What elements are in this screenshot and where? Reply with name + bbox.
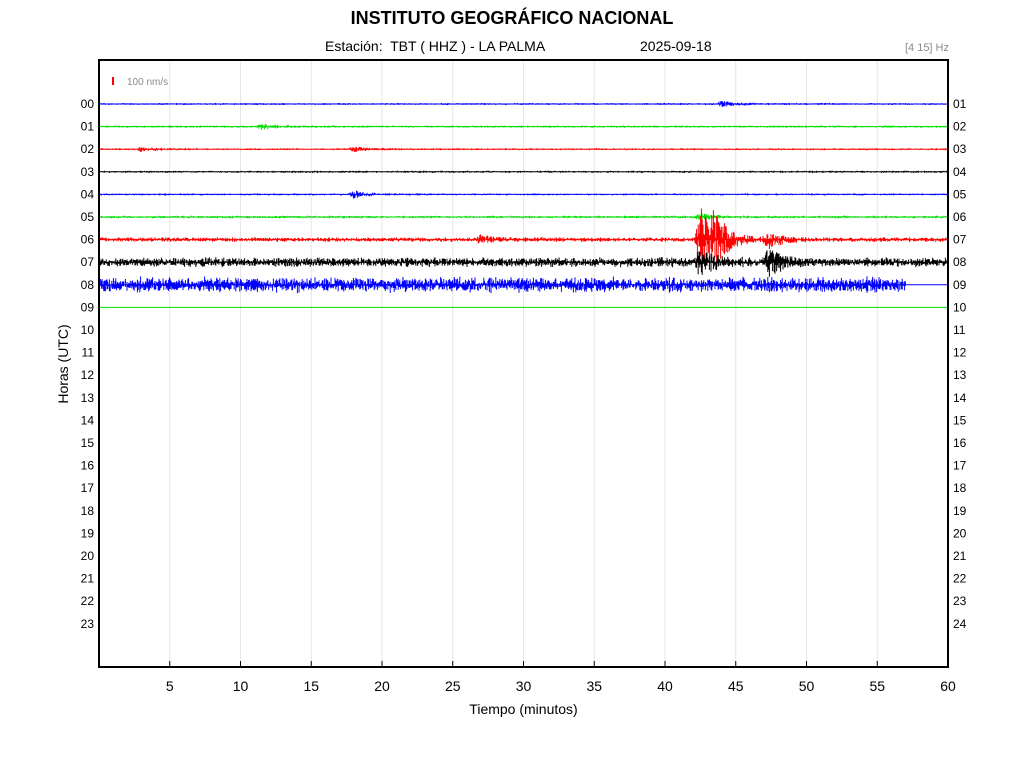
left-hour-label: 04 bbox=[81, 187, 95, 201]
left-hour-label: 07 bbox=[81, 255, 95, 269]
y-axis-label: Horas (UTC) bbox=[55, 324, 71, 403]
left-hour-label: 15 bbox=[81, 436, 95, 450]
right-hour-label: 01 bbox=[953, 97, 967, 111]
x-tick-label: 30 bbox=[516, 678, 532, 694]
left-hour-label: 17 bbox=[81, 481, 95, 495]
right-hour-label: 18 bbox=[953, 481, 967, 495]
station-label: Estación: TBT ( HHZ ) - LA PALMA bbox=[325, 38, 546, 54]
right-hour-label: 09 bbox=[953, 278, 967, 292]
left-hour-label: 00 bbox=[81, 97, 95, 111]
x-tick-label: 20 bbox=[374, 678, 390, 694]
frequency-band-label: [4 15] Hz bbox=[904, 42, 949, 54]
right-hour-label: 06 bbox=[953, 210, 967, 224]
trace-hour-08 bbox=[98, 276, 906, 294]
right-hour-label: 20 bbox=[953, 526, 967, 540]
right-hour-label: 10 bbox=[953, 300, 967, 314]
left-hour-label: 13 bbox=[81, 391, 95, 405]
right-hour-label: 24 bbox=[953, 617, 967, 631]
x-tick-label: 25 bbox=[445, 678, 461, 694]
x-tick-label: 60 bbox=[940, 678, 956, 694]
right-hour-label: 22 bbox=[953, 572, 967, 586]
x-tick-label: 5 bbox=[166, 678, 174, 694]
right-hour-label: 05 bbox=[953, 187, 967, 201]
right-hour-label: 17 bbox=[953, 459, 967, 473]
right-hour-label: 21 bbox=[953, 549, 967, 563]
right-hour-label: 08 bbox=[953, 255, 967, 269]
right-hour-label: 14 bbox=[953, 391, 967, 405]
scale-bar: 100 nm/s bbox=[112, 77, 168, 88]
left-hour-label: 12 bbox=[81, 368, 95, 382]
right-hour-label: 03 bbox=[953, 142, 967, 156]
right-hour-label: 15 bbox=[953, 413, 967, 427]
right-hour-label: 04 bbox=[953, 165, 967, 179]
left-hour-label: 18 bbox=[81, 504, 95, 518]
right-hour-label: 07 bbox=[953, 233, 967, 247]
scale-bar-label: 100 nm/s bbox=[127, 77, 168, 88]
right-hour-label: 02 bbox=[953, 120, 967, 134]
left-hour-label: 19 bbox=[81, 526, 95, 540]
left-hour-label: 16 bbox=[81, 459, 95, 473]
left-hour-label: 11 bbox=[82, 346, 95, 360]
left-hour-label: 10 bbox=[81, 323, 95, 337]
x-tick-label: 15 bbox=[303, 678, 319, 694]
x-tick-label: 35 bbox=[586, 678, 602, 694]
date-label: 2025-09-18 bbox=[640, 38, 712, 54]
left-hour-label: 20 bbox=[81, 549, 95, 563]
left-hour-label: 14 bbox=[81, 413, 95, 427]
right-hour-label: 11 bbox=[953, 323, 966, 337]
left-hour-label: 23 bbox=[81, 617, 95, 631]
grid-lines bbox=[169, 60, 878, 667]
x-tick-label: 40 bbox=[657, 678, 673, 694]
right-hour-label: 23 bbox=[953, 594, 967, 608]
right-hour-label: 16 bbox=[953, 436, 967, 450]
left-hour-label: 09 bbox=[81, 300, 95, 314]
x-axis-label: Tiempo (minutos) bbox=[469, 701, 577, 717]
left-hour-label: 03 bbox=[81, 165, 95, 179]
x-tick-label: 50 bbox=[799, 678, 815, 694]
x-tick-label: 10 bbox=[233, 678, 249, 694]
x-tick-label: 45 bbox=[728, 678, 744, 694]
left-hour-label: 21 bbox=[81, 572, 95, 586]
right-hour-label: 12 bbox=[953, 346, 967, 360]
left-hour-label: 06 bbox=[81, 233, 95, 247]
chart-title: INSTITUTO GEOGRÁFICO NACIONAL bbox=[350, 8, 674, 28]
left-hour-label: 22 bbox=[81, 594, 95, 608]
left-hour-label: 02 bbox=[81, 142, 95, 156]
axis-labels: 5 10 15 20 25 30 35 40 45 50 55 60 Tiempo (minutos) H… bbox=[55, 97, 967, 717]
right-hour-label: 19 bbox=[953, 504, 967, 518]
right-hour-label: 13 bbox=[953, 368, 967, 382]
left-hour-label: 01 bbox=[81, 120, 95, 134]
left-hour-label: 05 bbox=[81, 210, 95, 224]
seismic-traces bbox=[98, 101, 949, 308]
left-hour-label: 08 bbox=[81, 278, 95, 292]
x-tick-label: 55 bbox=[869, 678, 885, 694]
